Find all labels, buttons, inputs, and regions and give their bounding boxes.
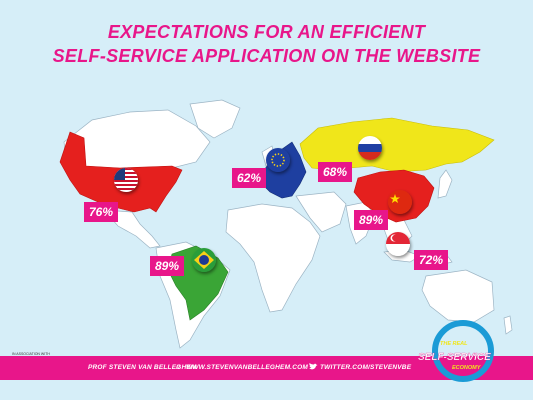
brand-line-3: ECONOMY <box>452 365 481 371</box>
china-flag-icon <box>388 190 412 214</box>
brazil-flag-icon <box>192 248 216 272</box>
brand-ring-logo <box>432 320 494 382</box>
singapore-flag-icon <box>386 232 410 256</box>
footer-twitter-link[interactable]: TWITTER.COM/STEVENVBE <box>320 364 412 371</box>
eu-flag-icon <box>266 148 290 172</box>
footer-author: PROF STEVEN VAN BELLEGHEM <box>88 364 197 371</box>
russia-flag-icon <box>358 136 382 160</box>
europe-percentage-badge: 62% <box>232 168 267 188</box>
title-line-1: EXPECTATIONS FOR AN EFFICIENT <box>107 22 426 42</box>
singapore-percentage-badge: 72% <box>414 250 449 270</box>
japan-shape <box>437 169 453 199</box>
brand-line-1: THE REAL <box>440 341 468 347</box>
australia-shape <box>421 269 495 323</box>
usa-flag-icon <box>114 168 138 192</box>
footer-separator: // <box>176 364 181 371</box>
usa-percentage-badge: 76% <box>84 202 119 222</box>
title-line-2: SELF-SERVICE APPLICATION ON THE WEBSITE <box>52 46 481 66</box>
twitter-bird-icon <box>309 363 318 370</box>
africa-shape <box>225 203 321 313</box>
russia-percentage-badge: 68% <box>318 162 353 182</box>
brazil-percentage-badge: 89% <box>150 256 185 276</box>
sponsor-label: IN ASSOCIATION WITH <box>12 352 50 356</box>
footer-website-link[interactable]: WWW.STEVENVANBELLEGHEM.COM <box>186 364 308 371</box>
new-zealand-shape <box>503 315 513 335</box>
china-percentage-badge: 89% <box>354 210 389 230</box>
brand-line-2: SELF-SERVICE <box>418 352 491 363</box>
middle-east-shape <box>295 191 347 233</box>
